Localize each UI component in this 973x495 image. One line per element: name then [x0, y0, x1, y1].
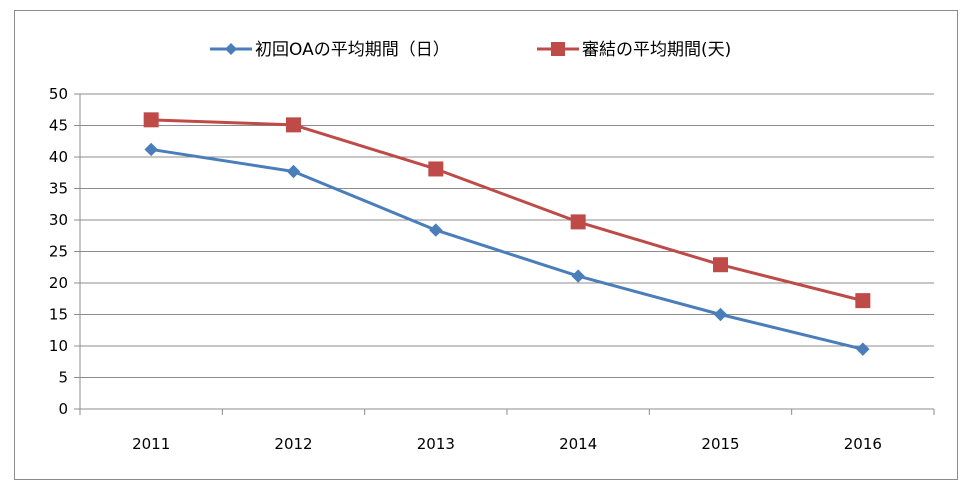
data-point-diamond	[713, 307, 728, 322]
legend-label-0: 初回OAの平均期間（日）	[255, 40, 450, 60]
series-layer	[143, 112, 871, 356]
axes: 0 5 10 15 20 25 30 35 40 45 50 2011 2012 2013 2014 2015…	[49, 85, 935, 453]
legend: 初回OAの平均期間（日） 審結の平均期間(天)	[210, 40, 731, 60]
data-point-diamond	[429, 223, 443, 237]
data-point-square	[713, 257, 728, 273]
data-point-square	[428, 161, 444, 177]
data-point-diamond	[144, 142, 158, 157]
data-point-square	[143, 112, 159, 128]
x-tick-label: 2014	[559, 435, 597, 453]
series-line	[150, 147, 864, 351]
y-tick-label: 45	[49, 117, 68, 135]
data-point-diamond	[286, 164, 301, 179]
y-tick-label: 15	[49, 306, 68, 324]
y-tick-label: 25	[49, 243, 68, 261]
y-tick-label: 5	[58, 369, 68, 387]
series-line	[151, 118, 864, 303]
y-tick-label: 0	[58, 400, 68, 418]
x-tick-label: 2015	[701, 435, 739, 453]
data-point-diamond	[571, 269, 585, 283]
data-point-diamond	[856, 342, 870, 356]
y-tick-label: 40	[49, 148, 68, 166]
x-tick-label: 2012	[274, 435, 312, 453]
x-tick-label: 2013	[417, 435, 455, 453]
data-point-square	[286, 117, 301, 133]
legend-marker-diamond	[225, 43, 237, 55]
legend-marker-square	[551, 42, 565, 56]
legend-item-0: 初回OAの平均期間（日）	[210, 40, 450, 60]
legend-label-1: 審結の平均期間(天)	[582, 40, 731, 60]
y-tick-label: 30	[49, 211, 68, 229]
series-0	[144, 142, 870, 356]
x-tick-label: 2011	[132, 435, 170, 453]
data-point-square	[570, 214, 586, 230]
y-tick-label: 50	[49, 85, 68, 103]
legend-item-1: 審結の平均期間(天)	[537, 40, 731, 60]
gridlines	[80, 93, 934, 378]
data-point-square	[855, 293, 871, 309]
y-tick-label: 20	[49, 274, 68, 292]
series-1	[143, 112, 871, 309]
x-tick-label: 2016	[844, 435, 882, 453]
y-tick-label: 35	[49, 180, 68, 198]
y-tick-label: 10	[49, 337, 68, 355]
